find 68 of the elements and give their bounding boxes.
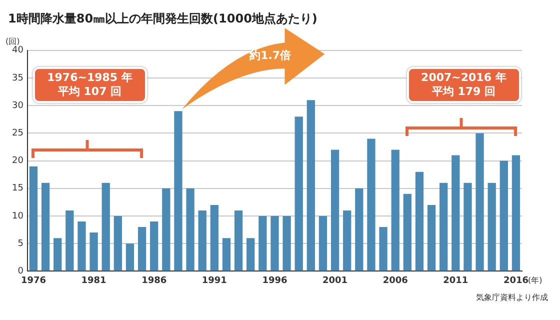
bar [427, 204, 436, 271]
x-tick-label: 1986 [142, 276, 167, 286]
bar [29, 166, 38, 271]
x-tick-label: 1976 [20, 276, 46, 286]
bar [391, 150, 400, 271]
bar [282, 216, 291, 271]
bar [126, 244, 134, 271]
bar [355, 188, 364, 271]
x-tick-label: 2006 [382, 276, 408, 286]
x-tick-label: 1981 [81, 276, 106, 286]
annotation: 2007~2016 年 [420, 70, 508, 85]
annotation: 約1.7倍 [250, 48, 292, 64]
bar [162, 188, 170, 271]
bar [150, 222, 158, 271]
bar [379, 227, 388, 271]
x-axis-title: (年) [528, 275, 542, 286]
bar [174, 111, 182, 271]
y-tick-label: 35 [12, 73, 24, 84]
y-tick-label: 0 [18, 266, 24, 277]
bar [234, 210, 243, 271]
bar [318, 216, 328, 271]
y-tick-label: 10 [12, 211, 24, 222]
bar [114, 216, 122, 271]
bar [186, 188, 194, 271]
bar [90, 232, 98, 271]
bar [476, 133, 484, 271]
bar [294, 116, 303, 271]
bar [512, 155, 520, 271]
bar [270, 216, 279, 271]
x-tick-label: 2016 [503, 276, 528, 286]
bar [222, 238, 231, 271]
annotation: 1976~1985 年 [46, 70, 134, 85]
y-axis-title: (回) [5, 36, 20, 46]
bar [500, 160, 508, 271]
bar [464, 182, 472, 271]
y-tick-label: 25 [12, 128, 24, 139]
bar [258, 216, 267, 271]
bar [330, 150, 340, 271]
annotation: 平均 179 回 [430, 84, 496, 99]
bar [138, 227, 146, 271]
chart-title: 1時間降水量80㎜以上の年間発生回数(1000地点あたり) [8, 11, 318, 26]
bar [440, 182, 448, 271]
text: 気象庁資料より作成 [476, 292, 548, 303]
bar [488, 182, 496, 271]
y-tick-label: 40 [12, 46, 24, 56]
bar [198, 210, 206, 271]
y-tick-label: 15 [12, 184, 24, 194]
x-tick-label: 2011 [443, 276, 468, 286]
bar [452, 155, 460, 271]
bar [415, 172, 424, 271]
x-tick-label: 2001 [322, 276, 348, 286]
bar [102, 182, 110, 271]
y-tick-label: 30 [12, 100, 24, 111]
bar [246, 238, 255, 271]
y-tick-label: 20 [12, 156, 24, 166]
bar [41, 182, 50, 271]
x-tick-label: 1996 [262, 276, 288, 286]
x-tick-label: 1991 [202, 276, 227, 286]
bar [66, 210, 74, 271]
y-tick-label: 5 [18, 238, 24, 249]
bar [210, 204, 218, 271]
bar [78, 222, 86, 271]
bar [343, 210, 352, 271]
bar [403, 194, 412, 271]
annotation: 平均 107 回 [56, 84, 123, 99]
bar [367, 138, 376, 271]
bar [306, 100, 315, 271]
bar [54, 238, 62, 271]
